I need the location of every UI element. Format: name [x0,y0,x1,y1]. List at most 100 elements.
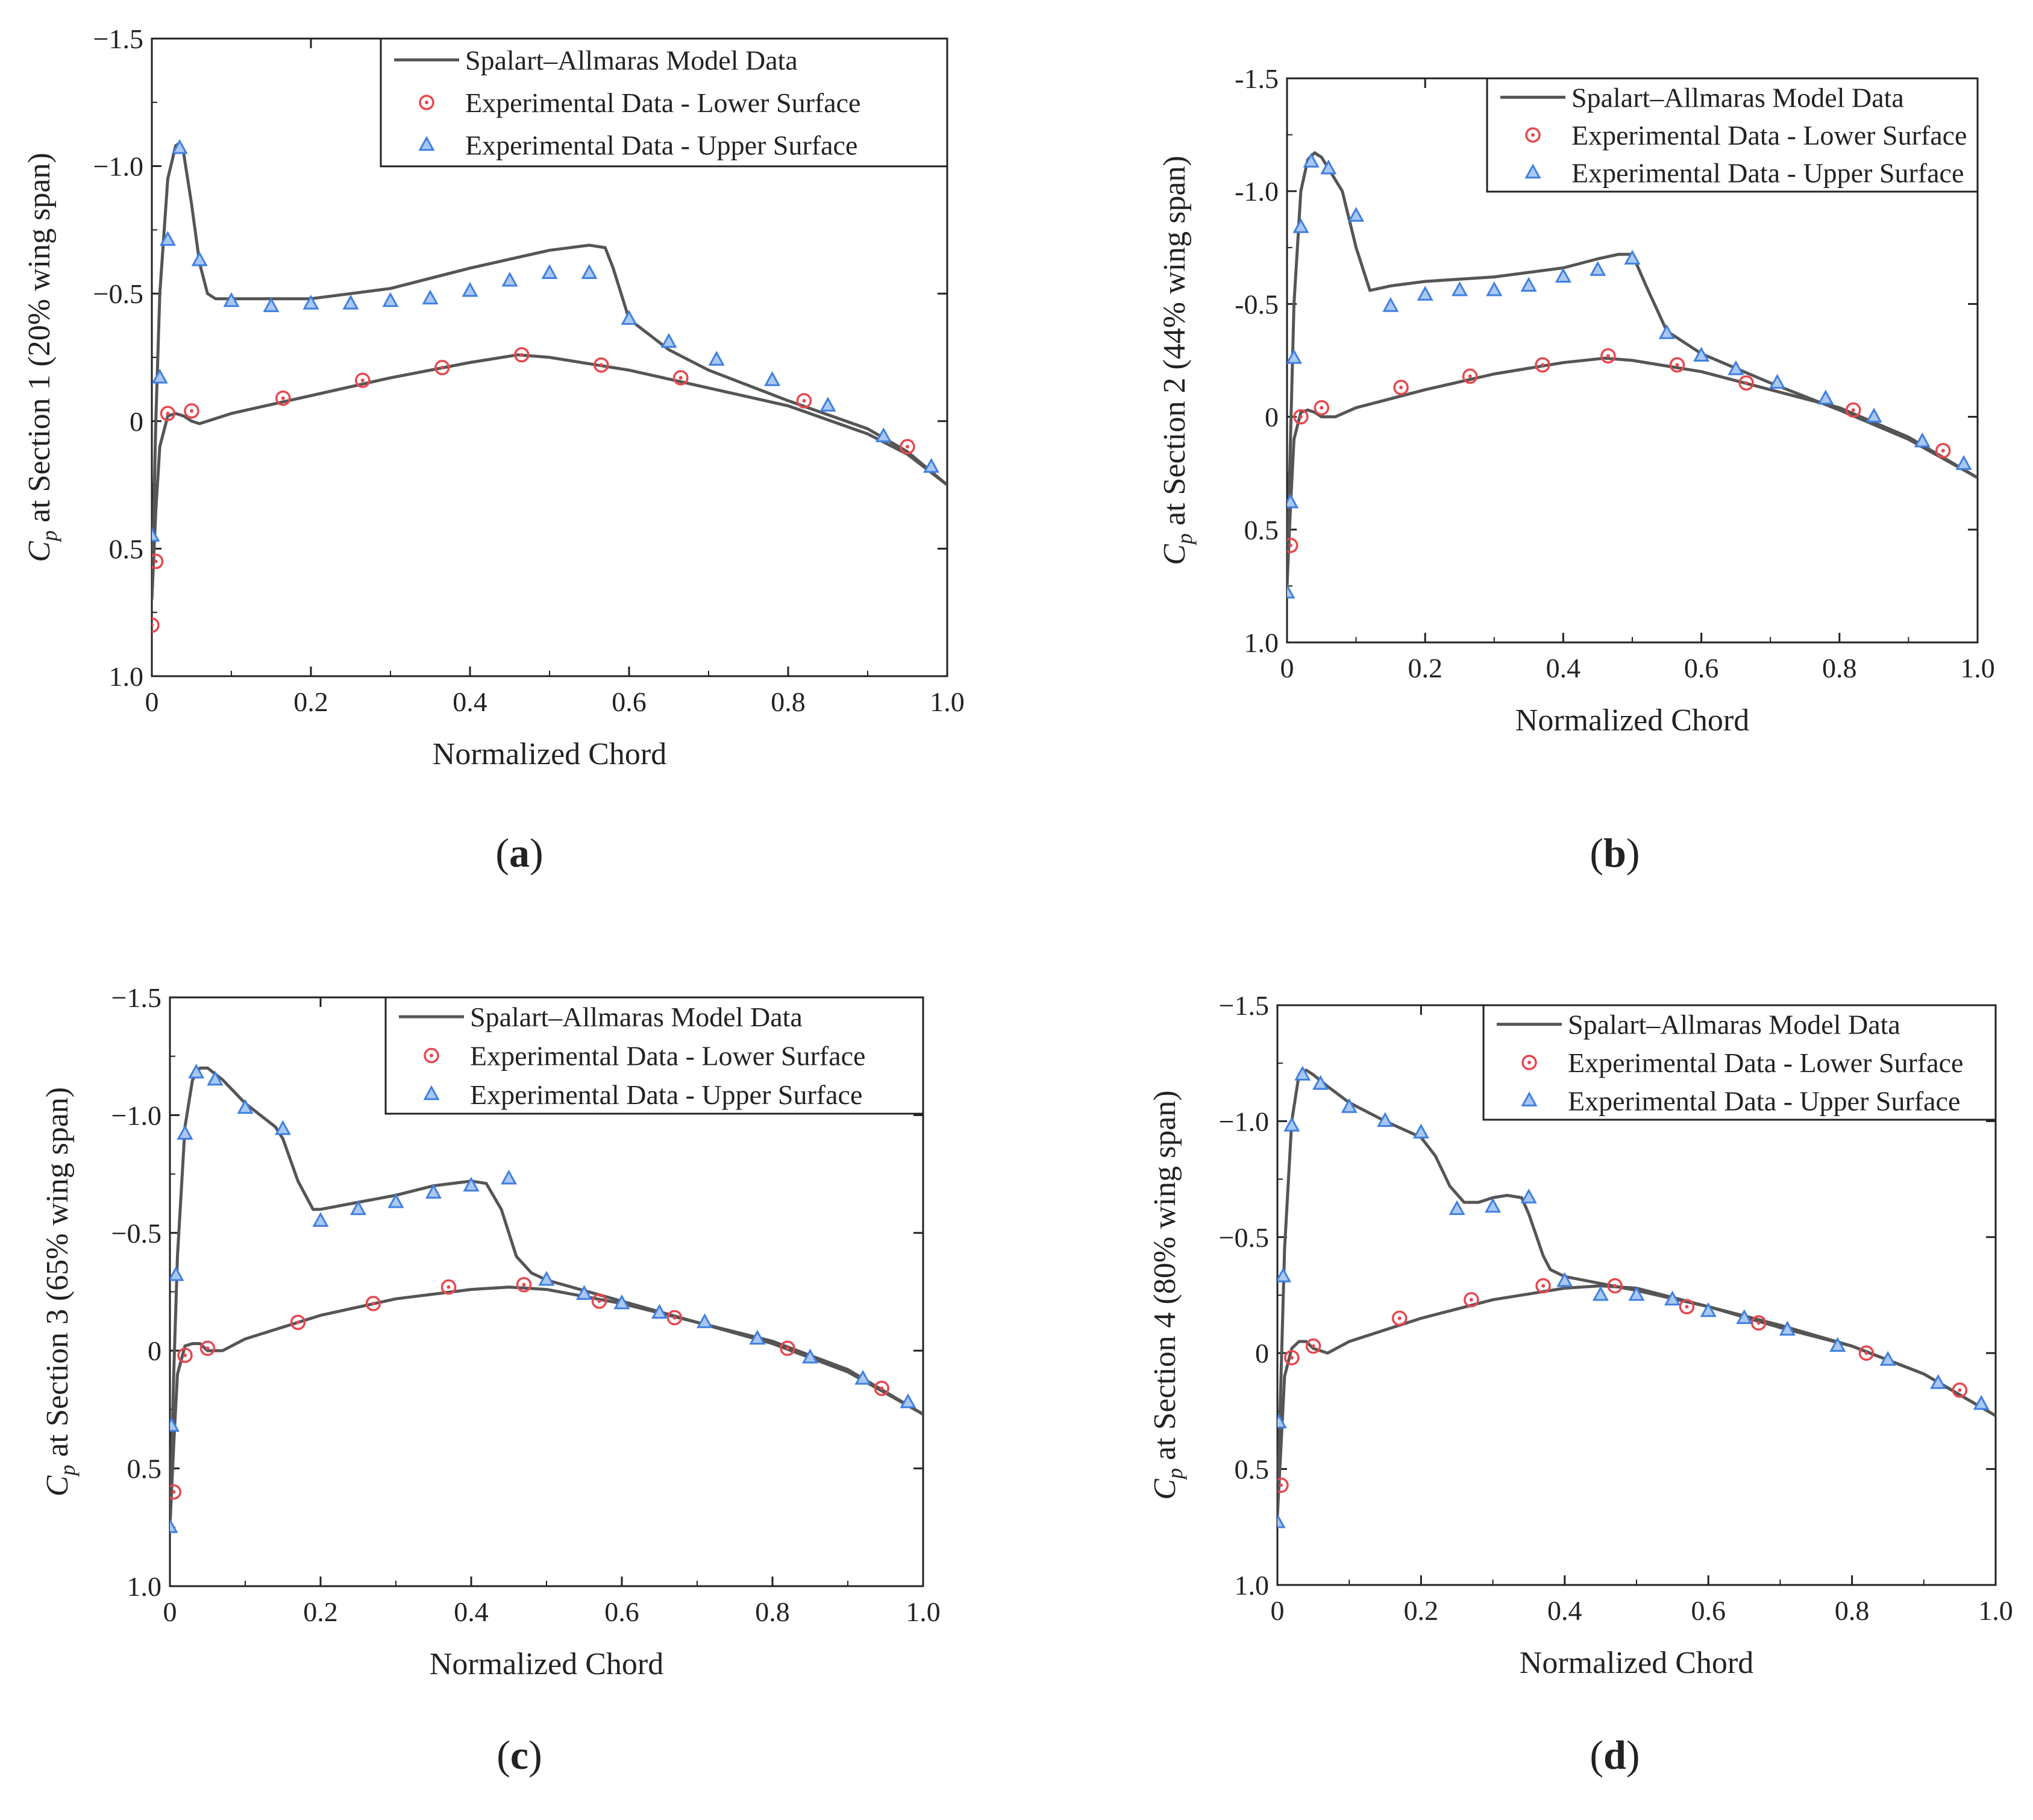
upper-surface-point [1486,281,1503,297]
x-tick-label: 0.2 [293,686,328,717]
y-tick-label: −0.5 [1219,1222,1269,1253]
upper-surface-point [1700,1302,1717,1317]
upper-surface-point [538,1270,555,1286]
upper-surface-point [462,281,478,297]
y-axis-label-subscript: p [1163,1468,1187,1481]
upper-surface-point [152,527,160,542]
upper-surface-point [177,1125,193,1140]
upper-surface-point [1556,1272,1573,1287]
y-tick-label: 0 [1255,1338,1269,1369]
upper-surface-point [501,271,518,287]
y-axis-label-symbol: C [1148,1478,1182,1500]
lower-surface-point [666,1310,683,1326]
legend-box [384,996,924,1115]
lower-surface-point [673,370,689,386]
upper-surface-point [1449,1200,1465,1216]
model-line-lower [1277,1284,1996,1516]
upper-surface-point [541,264,558,279]
legend-model-label: Spalart–Allmaras Model Data [1568,1009,1900,1040]
lower-surface-point [1535,357,1550,373]
panel-label: (a) [495,830,543,876]
x-tick-label: 0.6 [604,1596,639,1627]
upper-surface-point [302,295,319,310]
legend-lower-label: Experimental Data - Lower Surface [1568,1047,1963,1078]
lower-surface-point [780,1340,795,1357]
lower-surface-point [1284,1350,1300,1366]
y-axis-label: Cp at Section 1 (20% wing span) [22,152,61,562]
upper-surface-point [1287,493,1299,509]
upper-surface-point [188,1063,205,1079]
legend-lower-swatch [419,95,434,110]
y-tick-label: 0.5 [1235,1454,1270,1485]
upper-surface-point [223,292,240,307]
y-tick-label: 1.0 [109,661,144,692]
y-tick-label: 1.0 [127,1571,162,1602]
legend-lower-swatch [1521,1055,1537,1070]
y-tick-label: -1.5 [1235,63,1279,94]
lower-surface-point [440,1279,457,1295]
legend-upper-label: Experimental Data - Upper Surface [1571,158,1964,189]
y-tick-label: 1.0 [1235,1570,1270,1601]
panel-c: 0 0.2 0.4 0.6 0.8 1.0 −1.5 −1.0 −0.5 0 0.5 1.0 Norma… [40,982,941,1778]
y-axis-label: Cp at Section 3 (65% wing span) [40,1087,80,1496]
lower-surface-point [355,372,371,388]
upper-surface-point [1955,455,1972,470]
lower-surface-point [1952,1382,1968,1398]
upper-surface-point [1294,1065,1311,1081]
x-tick-label: 0.2 [1408,653,1443,683]
lower-surface-point [1607,1278,1623,1294]
upper-surface-point [171,139,188,154]
upper-surface-point [387,1193,404,1208]
x-tick-label: 0 [1280,653,1294,683]
upper-surface-point [764,371,781,386]
lower-surface-point [1738,375,1754,391]
x-axis-label: Normalized Chord [433,737,666,771]
upper-surface-point [170,1518,178,1533]
x-tick-label: 0.6 [612,686,647,717]
plot-area [152,139,947,633]
lower-surface-point [1858,1345,1875,1361]
lower-surface-point [1393,380,1409,395]
upper-surface-point [923,457,940,473]
y-axis-label-text: at Section 3 (65% wing span) [40,1087,75,1465]
lower-surface-point [177,1348,193,1363]
y-axis-label-subscript: p [55,1465,80,1478]
x-tick-label: 0 [145,686,159,717]
lower-surface-point [591,1293,607,1309]
upper-surface-point [1277,1267,1292,1282]
upper-surface-point [819,397,836,412]
y-tick-label: 0.5 [1244,515,1279,545]
lower-surface-point [1287,538,1298,553]
upper-surface-point [1817,389,1834,405]
lower-surface-point [1314,400,1330,416]
upper-surface-point [263,297,280,312]
upper-surface-point [875,427,892,442]
x-axis-label: Normalized Chord [1515,703,1749,738]
lower-surface-point [1679,1299,1695,1314]
upper-surface-point [801,1348,819,1364]
x-tick-label: 0.6 [1691,1595,1726,1626]
lower-surface-point [184,403,199,419]
upper-surface-point [191,251,208,266]
lower-surface-point [152,617,160,633]
upper-surface-point [1555,268,1571,283]
lower-surface-point [365,1296,381,1311]
upper-surface-point [422,289,439,305]
y-axis-label-text: at Section 4 (80% wing span) [1148,1090,1182,1468]
legend-lower-swatch [424,1047,439,1064]
lower-surface-point [796,393,812,409]
upper-surface-point [696,1313,713,1328]
lower-surface-point [1600,348,1616,364]
upper-surface-point [1865,407,1882,423]
x-tick-label: 0.4 [1546,653,1581,683]
upper-surface-point [1624,249,1641,265]
legend-upper-swatch [1524,163,1541,179]
upper-surface-point [1736,1309,1753,1324]
upper-surface-point [749,1329,766,1345]
legend: Spalart–Allmaras Model Data Experimental … [384,996,924,1115]
upper-surface-point [575,1285,593,1300]
legend-box [380,37,948,168]
upper-surface-point [1769,374,1786,389]
y-tick-label: −0.5 [93,278,143,309]
